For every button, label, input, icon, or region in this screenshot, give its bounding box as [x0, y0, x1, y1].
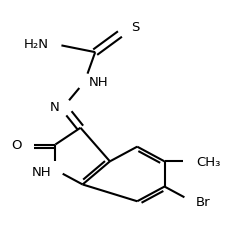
- Text: N: N: [50, 101, 59, 114]
- Text: H₂N: H₂N: [24, 38, 49, 51]
- Text: CH₃: CH₃: [196, 155, 220, 168]
- Text: O: O: [11, 138, 22, 151]
- Text: NH: NH: [32, 166, 51, 179]
- Text: NH: NH: [89, 76, 108, 89]
- Text: S: S: [131, 21, 139, 34]
- Text: Br: Br: [196, 195, 211, 208]
